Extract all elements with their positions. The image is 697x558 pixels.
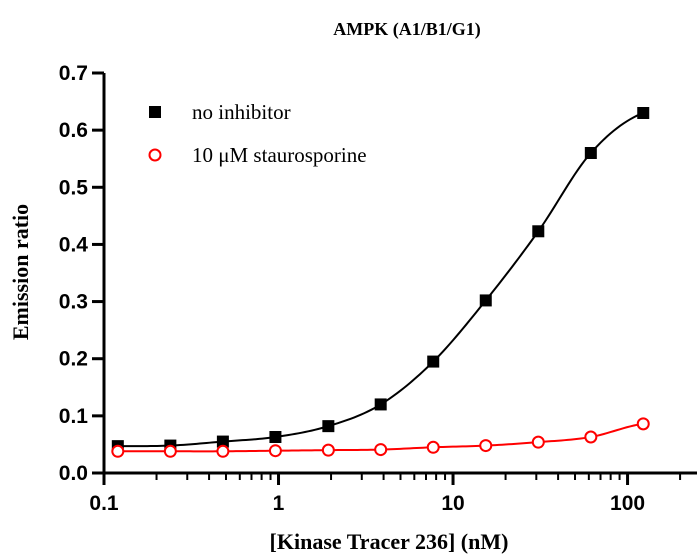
data-point-series-2 <box>636 417 650 431</box>
data-point-series-1 <box>637 107 650 119</box>
data-point-series-2 <box>268 444 282 458</box>
y-tick-label: 0.1 <box>59 405 89 428</box>
axes: 0.00.10.20.30.40.50.60.70.1 1 10 100 <box>59 62 697 515</box>
chart-title: AMPK (A1/B1/G1) <box>333 19 480 40</box>
y-tick-label: 0.0 <box>59 462 88 485</box>
data-point-series-1 <box>532 225 545 238</box>
data-point-series-2 <box>111 444 125 458</box>
x-tick-label: 0.1 <box>89 492 119 515</box>
data-point-series-2 <box>321 443 335 457</box>
data-point-series-1 <box>374 398 387 411</box>
data-point-series-1 <box>322 420 335 433</box>
data-point-series-1 <box>584 147 597 159</box>
data-point-series-2 <box>531 435 545 449</box>
data-point-series-1 <box>427 355 440 368</box>
x-tick-label: 100 <box>610 492 645 515</box>
data-point-series-1 <box>479 294 492 307</box>
legend-label: 10 μM staurosporine <box>192 143 367 167</box>
data-point-series-1 <box>269 431 282 443</box>
data-points <box>111 107 650 458</box>
legend-marker-circle <box>148 148 162 162</box>
x-tick-label: 1 <box>273 492 285 515</box>
y-tick-label: 0.4 <box>59 233 89 256</box>
data-point-series-2 <box>374 443 388 457</box>
legend: no inhibitor 10 μM staurosporine <box>148 100 367 167</box>
y-tick-label: 0.7 <box>59 62 88 85</box>
legend-label: no inhibitor <box>192 100 291 124</box>
data-point-series-2 <box>584 430 598 444</box>
y-tick-label: 0.2 <box>59 348 88 371</box>
data-point-series-1 <box>216 435 229 448</box>
data-point-series-2 <box>479 439 493 453</box>
legend-marker-square <box>149 106 161 118</box>
y-tick-label: 0.5 <box>59 176 89 199</box>
data-point-series-2 <box>163 444 177 458</box>
data-point-series-2 <box>426 440 440 454</box>
y-tick-label: 0.3 <box>59 291 88 314</box>
data-point-series-2 <box>216 444 230 458</box>
x-axis-label: [Kinase Tracer 236] (nM) <box>270 529 509 554</box>
x-tick-label: 10 <box>441 492 464 515</box>
y-axis-label: Emission ratio <box>8 204 33 340</box>
y-tick-label: 0.6 <box>59 119 88 142</box>
